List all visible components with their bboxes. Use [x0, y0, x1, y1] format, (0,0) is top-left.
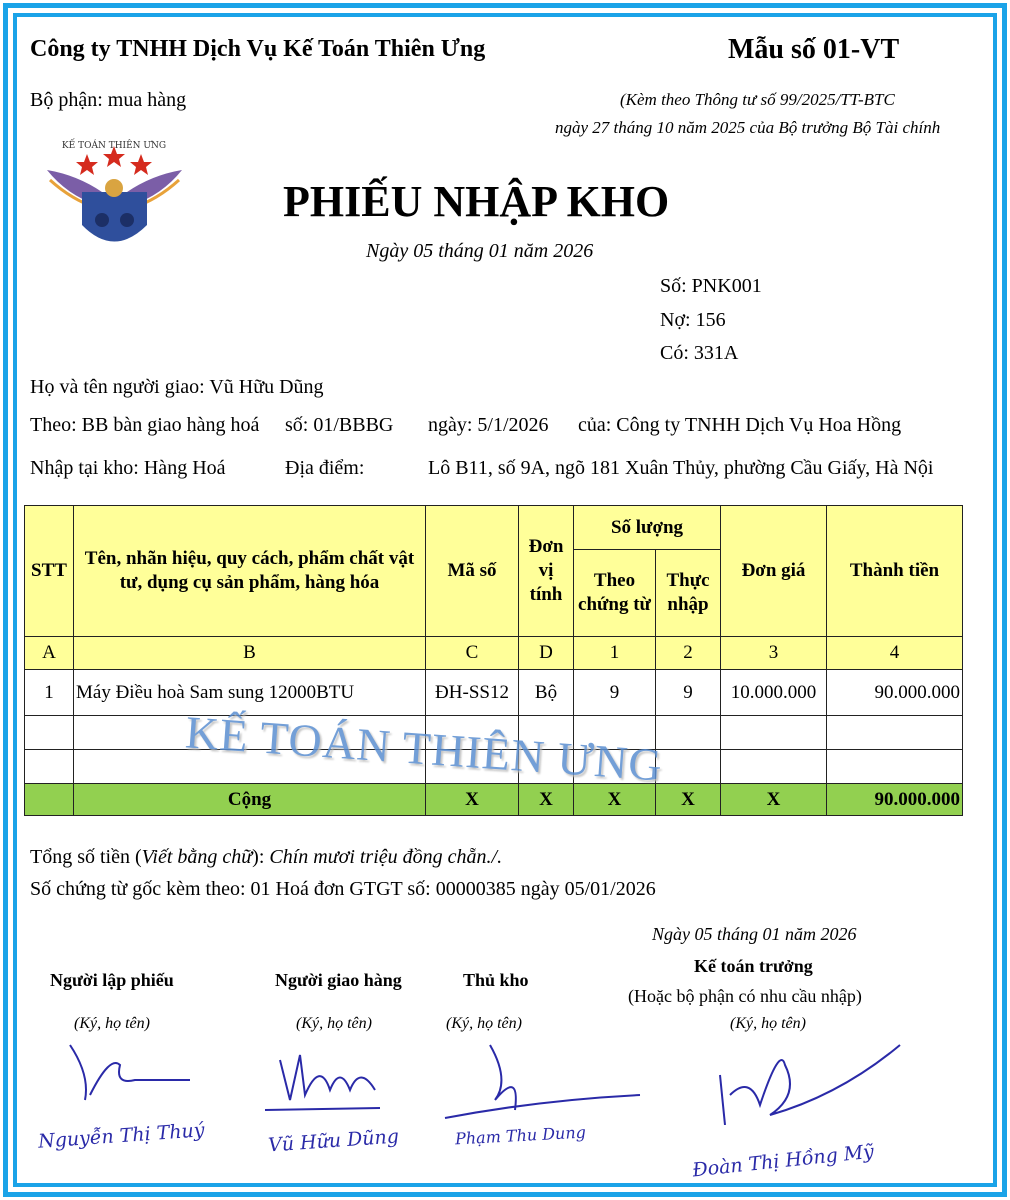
department: Bộ phận: mua hàng — [30, 89, 187, 111]
col-letter: B — [73, 636, 426, 670]
debit-account: Nợ: 156 — [660, 309, 726, 331]
row-unit: Bộ — [518, 669, 574, 716]
header-stt: STT — [24, 505, 74, 637]
total-label: Cộng — [73, 783, 426, 816]
header-quantity: Số lượng — [573, 505, 721, 550]
signature-1 — [69, 1044, 190, 1101]
header-qty-doc: Theo chứng từ — [573, 549, 656, 637]
signer-role-note: (Hoặc bộ phận có nhu cầu nhập) — [628, 986, 862, 1006]
header-name: Tên, nhãn hiệu, quy cách, phẩm chất vật … — [73, 505, 426, 637]
row-name: Máy Điều hoà Sam sung 12000BTU — [73, 669, 426, 716]
col-letter: 3 — [720, 636, 827, 670]
signature-3 — [444, 1044, 641, 1119]
circular-line2: ngày 27 tháng 10 năm 2025 của Bộ trưởng … — [555, 118, 941, 137]
document-date: Ngày 05 tháng 01 năm 2026 — [366, 240, 594, 262]
total-x: X — [518, 783, 574, 816]
svg-text:KẾ TOÁN THIÊN ƯNG: KẾ TOÁN THIÊN ƯNG — [62, 138, 166, 151]
signer-note: (Ký, họ tên) — [730, 1015, 806, 1032]
inner-border — [13, 13, 997, 1187]
signature-4 — [719, 1044, 901, 1125]
row-stt: 1 — [24, 669, 74, 716]
total-x: X — [720, 783, 827, 816]
location: Lô B11, số 9A, ngõ 181 Xuân Thủy, phường… — [428, 457, 934, 479]
col-letter: D — [518, 636, 574, 670]
location-label: Địa điểm: — [285, 457, 365, 479]
sign-date: Ngày 05 tháng 01 năm 2026 — [652, 924, 857, 944]
total-x: X — [573, 783, 656, 816]
company-logo: KẾ TOÁN THIÊN ƯNG — [47, 136, 182, 242]
total-amount: 90.000.000 — [826, 783, 963, 816]
total-in-words: Tổng số tiền (Viết bằng chữ): Chín mươi … — [30, 846, 503, 868]
total-x: X — [655, 783, 721, 816]
deliverer: Họ và tên người giao: Vũ Hữu Dũng — [30, 376, 324, 398]
signer-note: (Ký, họ tên) — [74, 1015, 150, 1032]
document-number: Số: PNK001 — [660, 275, 762, 297]
header-code: Mã số — [425, 505, 519, 637]
row-price: 10.000.000 — [720, 669, 827, 716]
attached-documents: Số chứng từ gốc kèm theo: 01 Hoá đơn GTG… — [30, 878, 656, 900]
reference-date: ngày: 5/1/2026 — [428, 414, 549, 436]
col-letter: A — [24, 636, 74, 670]
goods-table: STT Tên, nhãn hiệu, quy cách, phẩm chất … — [24, 505, 963, 816]
circular-line1: (Kèm theo Thông tư số 99/2025/TT-BTC — [620, 90, 895, 109]
header-amount: Thành tiền — [826, 505, 963, 637]
col-letter: 4 — [826, 636, 963, 670]
signature-2 — [264, 1054, 381, 1111]
reference-doc: Theo: BB bàn giao hàng hoá — [30, 414, 260, 436]
signer-role: Người lập phiếu — [50, 970, 174, 990]
company-name: Công ty TNHH Dịch Vụ Kế Toán Thiên Ưng — [30, 36, 486, 62]
signer-role: Thủ kho — [463, 970, 529, 990]
row-amount: 90.000.000 — [826, 669, 963, 716]
header-price: Đơn giá — [720, 505, 827, 637]
outer-border — [3, 3, 1007, 1197]
row-code: ĐH-SS12 — [425, 669, 519, 716]
signer-note: (Ký, họ tên) — [446, 1015, 522, 1032]
signer-role: Người giao hàng — [275, 970, 402, 990]
header-unit: Đơn vị tính — [518, 505, 574, 637]
credit-account: Có: 331A — [660, 342, 739, 364]
col-letter: C — [425, 636, 519, 670]
reference-number: số: 01/BBBG — [285, 414, 394, 436]
signer-role: Kế toán trưởng — [694, 956, 813, 976]
signer-note: (Ký, họ tên) — [296, 1015, 372, 1032]
warehouse: Nhập tại kho: Hàng Hoá — [30, 457, 226, 479]
form-number: Mẫu số 01-VT — [728, 34, 900, 65]
row-qty-doc: 9 — [573, 669, 656, 716]
col-letter: 1 — [573, 636, 656, 670]
col-letter: 2 — [655, 636, 721, 670]
header-qty-actual: Thực nhập — [655, 549, 721, 637]
empty-row — [24, 749, 963, 784]
reference-supplier: của: Công ty TNHH Dịch Vụ Hoa Hồng — [578, 414, 902, 436]
table-row: 1 Máy Điều hoà Sam sung 12000BTU ĐH-SS12… — [24, 669, 963, 716]
document-title: PHIẾU NHẬP KHO — [283, 177, 670, 226]
total-x: X — [425, 783, 519, 816]
row-qty-actual: 9 — [655, 669, 721, 716]
total-row: Cộng X X X X X 90.000.000 — [24, 783, 963, 816]
